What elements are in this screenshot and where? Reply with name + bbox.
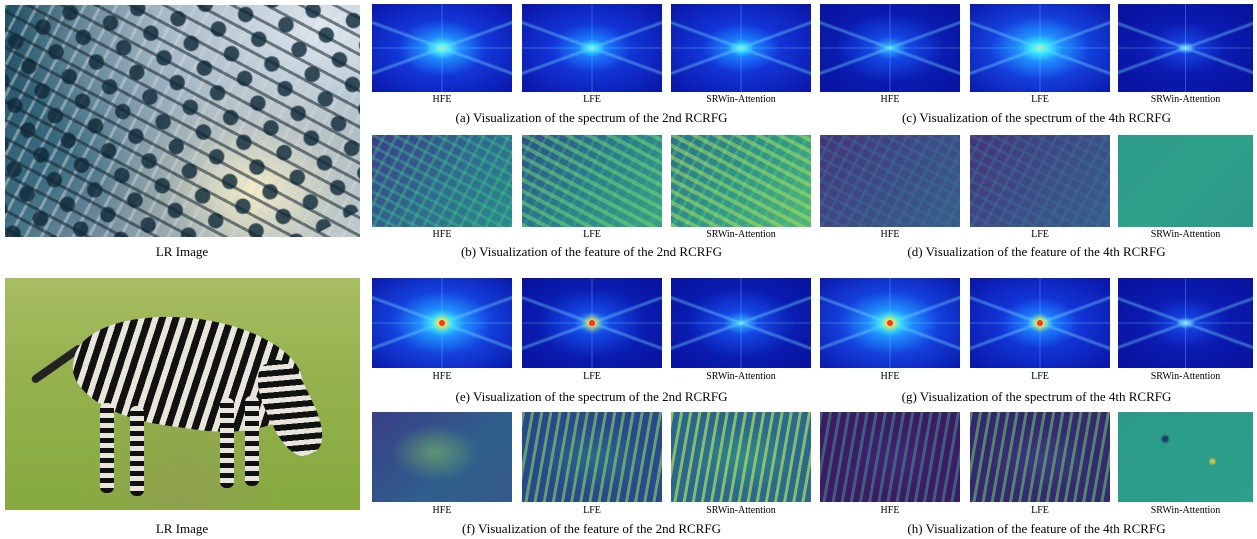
label-b-hfe: HFE (432, 229, 452, 240)
feature-f-lfe (522, 412, 662, 502)
feature-b-srwin (671, 135, 811, 227)
feature-f-srwin (671, 412, 811, 502)
spectrum-g-lfe (970, 278, 1110, 368)
caption-d: (d) Visualization of the feature of the … (907, 244, 1166, 259)
label-g-lfe: LFE (1031, 371, 1049, 382)
feature-h-lfe (970, 412, 1110, 502)
zebra-leg (220, 398, 234, 488)
label-f-lfe: LFE (583, 505, 601, 516)
label-d-lfe: LFE (1031, 229, 1049, 240)
label-a-srwin: SRWin-Attention (706, 94, 776, 105)
feature-h-hfe (820, 412, 960, 502)
label-h-srwin: SRWin-Attention (1150, 505, 1221, 516)
label-d-hfe: HFE (880, 229, 900, 240)
caption-a: (a) Visualization of the spectrum of the… (455, 110, 728, 125)
label-e-hfe: HFE (432, 371, 452, 382)
label-e-srwin: SRWin-Attention (706, 371, 776, 382)
label-c-hfe: HFE (880, 94, 900, 105)
zebra-leg (130, 406, 144, 496)
label-h-hfe: HFE (880, 505, 900, 516)
label-b-lfe: LFE (583, 229, 601, 240)
spectrum-e-hfe (372, 278, 512, 368)
label-f-srwin: SRWin-Attention (706, 505, 776, 516)
spectrum-e-lfe (522, 278, 662, 368)
lr-image-zebra (5, 278, 360, 510)
feature-b-lfe (522, 135, 662, 227)
caption-b: (b) Visualization of the feature of the … (460, 244, 723, 259)
label-a-lfe: LFE (583, 94, 601, 105)
caption-c: (c) Visualization of the spectrum of the… (901, 110, 1172, 125)
feature-d-lfe (970, 135, 1110, 227)
caption-e: (e) Visualization of the spectrum of the… (455, 389, 728, 404)
label-h-lfe: LFE (1031, 505, 1049, 516)
lr-image-building (5, 5, 360, 237)
label-f-hfe: HFE (432, 505, 452, 516)
label-g-hfe: HFE (880, 371, 900, 382)
label-g-srwin: SRWin-Attention (1150, 371, 1221, 382)
spectrum-a-hfe (372, 4, 512, 92)
lr-image-caption: LR Image (155, 521, 209, 536)
label-b-srwin: SRWin-Attention (706, 229, 776, 240)
spectrum-a-srwin (671, 4, 811, 92)
spectrum-c-hfe (820, 4, 960, 92)
spectrum-e-srwin (671, 278, 811, 368)
feature-f-hfe (372, 412, 512, 502)
feature-d-hfe (820, 135, 960, 227)
label-d-srwin: SRWin-Attention (1150, 229, 1221, 240)
label-c-srwin: SRWin-Attention (1150, 94, 1221, 105)
label-c-lfe: LFE (1031, 94, 1049, 105)
spectrum-c-lfe (970, 4, 1110, 92)
zebra-leg (100, 403, 114, 493)
spectrum-g-hfe (820, 278, 960, 368)
lr-image-caption: LR Image (155, 244, 209, 259)
feature-b-hfe (372, 135, 512, 227)
caption-f: (f) Visualization of the feature of the … (462, 521, 721, 536)
label-a-hfe: HFE (432, 94, 452, 105)
zebra-leg (245, 396, 259, 486)
spectrum-c-srwin (1118, 4, 1253, 92)
spectrum-g-srwin (1118, 278, 1253, 368)
caption-g: (g) Visualization of the spectrum of the… (901, 389, 1172, 404)
feature-h-srwin (1118, 412, 1253, 502)
caption-h: (h) Visualization of the feature of the … (907, 521, 1166, 536)
facade-pattern (5, 5, 360, 237)
spectrum-a-lfe (522, 4, 662, 92)
feature-d-srwin (1118, 135, 1253, 227)
label-e-lfe: LFE (583, 371, 601, 382)
